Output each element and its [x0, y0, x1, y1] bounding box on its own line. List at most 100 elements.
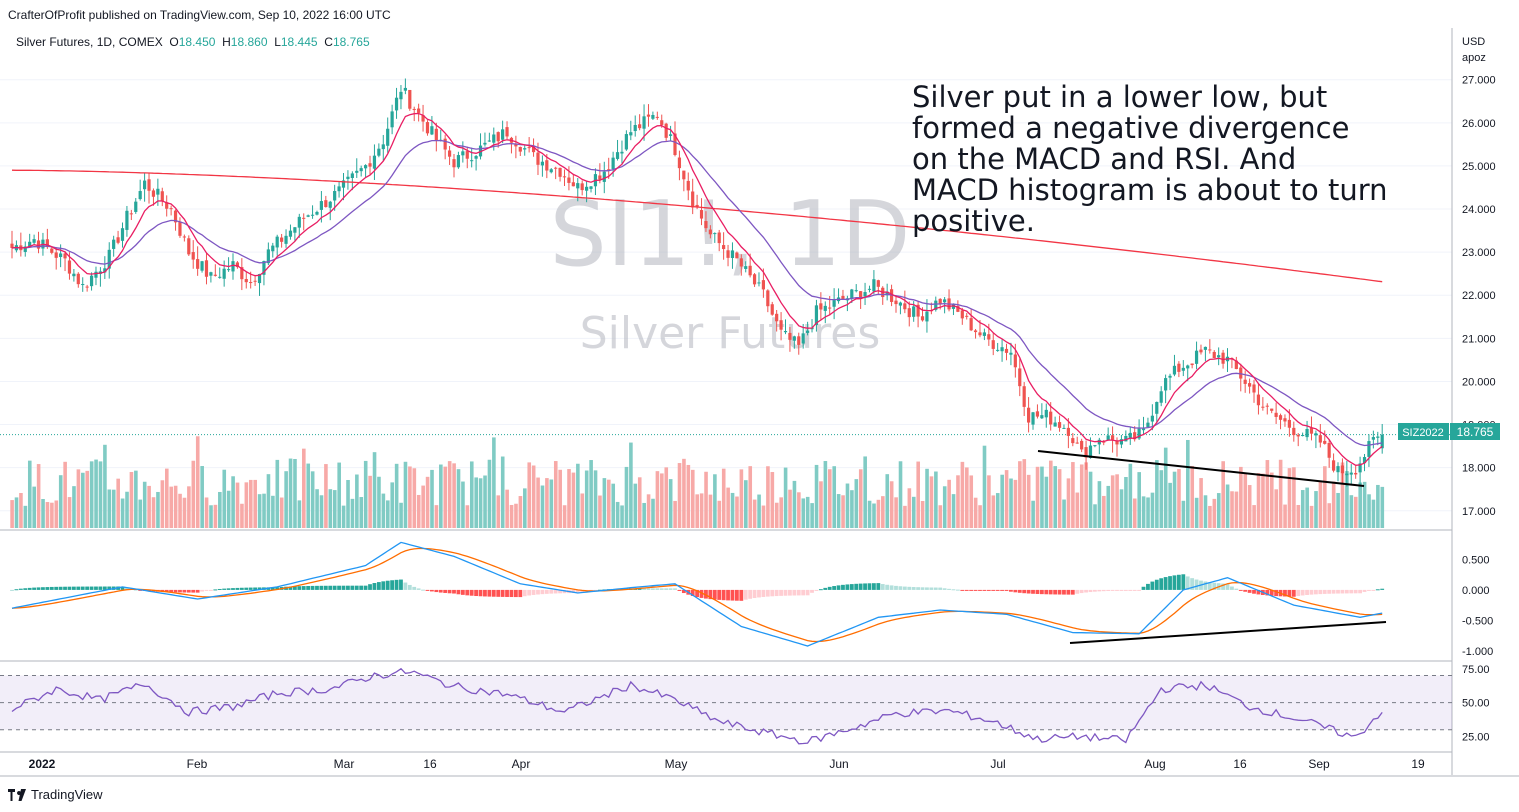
volume-bar [107, 489, 112, 528]
candle-body [1296, 434, 1300, 437]
volume-bar [1150, 492, 1155, 528]
volume-bar [1013, 479, 1018, 528]
macd-histogram-bar [1207, 582, 1212, 590]
ohlc-open: O18.450 [169, 35, 216, 49]
ma-long-line [11, 169, 1383, 283]
candle-body [965, 315, 969, 317]
volume-bar [863, 456, 867, 528]
price-trendline[interactable] [1037, 450, 1365, 487]
candle-body [549, 169, 553, 173]
candle-body [651, 114, 655, 119]
candle-body [461, 151, 465, 156]
macd-histogram-bar [425, 589, 430, 591]
macd-histogram-bar [836, 585, 841, 590]
macd-histogram-bar [783, 589, 788, 596]
macd-histogram-bar [1057, 589, 1062, 595]
price-axis[interactable]: USD apoz 27.000 26.000 25.000 24.000 23.000 22.… [1462, 36, 1496, 743]
macd-histogram-bar [1234, 588, 1239, 590]
volume-bar [686, 464, 691, 528]
candle-body [611, 157, 615, 170]
time-tick-label: Aug [1144, 757, 1165, 771]
ma-short-line [11, 112, 1383, 466]
tradingview-logo-icon [8, 788, 26, 801]
volume-bar [85, 470, 90, 528]
volume-bar [262, 493, 266, 528]
macd-histogram-bar [955, 589, 960, 591]
macd-histogram-bar [562, 589, 567, 594]
macd-histogram-bar [381, 581, 386, 590]
volume-bar [226, 490, 231, 528]
volume-bar [805, 496, 810, 528]
candle-body [545, 160, 549, 171]
candle-body [748, 265, 752, 276]
macd-histogram-bar [1314, 589, 1318, 595]
candle-body [50, 248, 54, 253]
candle-body [359, 168, 363, 172]
candle-body [222, 268, 226, 279]
candle-body [1327, 442, 1331, 458]
tradingview-brand[interactable]: TradingView [8, 787, 103, 802]
candle-body [1141, 428, 1146, 431]
macd-histogram-bar [681, 589, 686, 594]
candle-body [943, 299, 947, 303]
candle-body [752, 274, 757, 285]
volume-bar [1053, 466, 1058, 528]
volume-bar [730, 492, 735, 528]
volume-bar [1230, 491, 1234, 528]
macd-histogram-bar [45, 587, 50, 590]
price-tick-label: 22.000 [1462, 290, 1496, 302]
volume-bar [1367, 494, 1371, 528]
candle-body [54, 252, 58, 258]
volume-bar [766, 466, 770, 528]
volume-bars [10, 436, 1385, 528]
macd-histogram-bar [748, 589, 753, 599]
volume-bar [1278, 459, 1283, 528]
annotation-note[interactable]: Silver put in a lower low, but formed a … [912, 80, 1388, 238]
macd-histogram-bar [823, 587, 828, 590]
volume-bar [421, 485, 425, 528]
candle-body [576, 183, 580, 189]
candle-body [151, 190, 156, 197]
candle-body [156, 188, 160, 195]
macd-histogram-bar [491, 589, 496, 597]
candle-body [598, 175, 602, 180]
macd-histogram-bar [1053, 589, 1058, 595]
volume-bar [814, 464, 819, 528]
candle-body [1080, 440, 1084, 450]
candle-body [341, 180, 346, 188]
volume-bar [173, 485, 178, 528]
macd-histogram-bar [337, 585, 341, 590]
volume-bar [350, 498, 355, 528]
volume-bar [885, 474, 890, 528]
candle-body [72, 273, 76, 277]
macd-histogram-bar [319, 585, 324, 590]
macd-histogram-bar [434, 589, 439, 593]
macd-histogram-bar [1031, 589, 1035, 594]
volume-bar [726, 487, 730, 528]
candle-body [346, 176, 350, 179]
macd-histogram-bar [1123, 589, 1128, 591]
price-tag-symbol: SIZ2022 [1402, 427, 1444, 439]
candle-body [333, 191, 337, 201]
macd-trendline[interactable] [1069, 621, 1387, 644]
volume-bar [1062, 499, 1066, 528]
volume-bar [1300, 490, 1305, 528]
symbol-legend[interactable]: Silver Futures, 1D, COMEX O18.450 H18.86… [16, 35, 370, 49]
volume-bar [523, 488, 527, 528]
volume-bar [279, 497, 284, 528]
grid-lines [0, 28, 1519, 777]
candle-body [226, 269, 231, 271]
macd-histogram-bar [186, 589, 191, 593]
candle-body [103, 268, 107, 273]
macd-histogram-bar [571, 589, 576, 594]
volume-bar [1292, 467, 1296, 528]
macd-histogram-bar [704, 589, 708, 599]
volume-bar [98, 461, 103, 528]
candle-body [969, 318, 973, 331]
macd-histogram-bar [1221, 583, 1225, 590]
volume-bar [302, 448, 306, 528]
candle-body [1265, 405, 1269, 407]
macd-histogram-bar [483, 589, 487, 597]
time-axis[interactable]: 2022 Feb Mar 16 Apr May Jun Jul Aug 16 Sep 19 [29, 757, 1425, 771]
